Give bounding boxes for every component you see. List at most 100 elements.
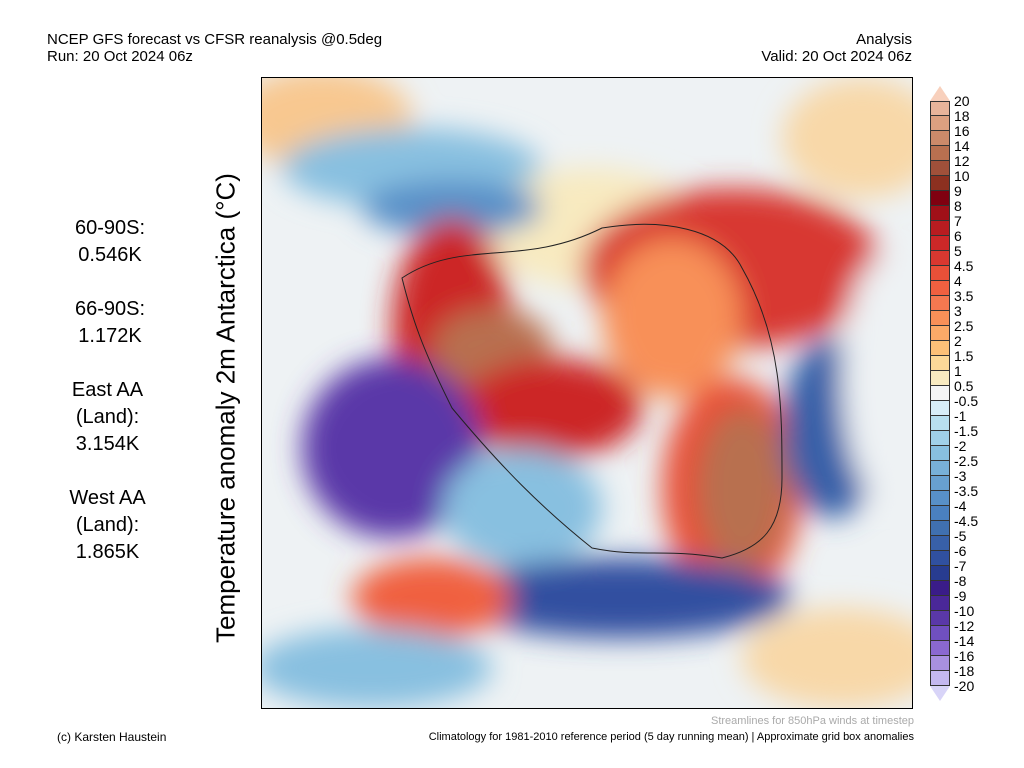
colorbar-segment xyxy=(930,551,950,566)
stat-60-90s: 60-90S: 0.546K xyxy=(60,215,160,269)
colorbar-segment xyxy=(930,641,950,656)
temperature-anomaly-map xyxy=(261,77,913,709)
colorbar-tick-label: 2.5 xyxy=(954,318,974,334)
colorbar-tick-label: 18 xyxy=(954,108,970,124)
colorbar-tick-label: -7 xyxy=(954,558,967,574)
colorbar-tick-label: 7 xyxy=(954,213,962,229)
colorbar-tick-label: 10 xyxy=(954,168,970,184)
colorbar-segment xyxy=(930,416,950,431)
colorbar-arrow-top xyxy=(930,86,950,101)
colorbar-tick-label: -14 xyxy=(954,633,975,649)
colorbar-tick-label: -3.5 xyxy=(954,483,979,499)
colorbar-tick-label: -1.5 xyxy=(954,423,979,439)
colorbar-tick-label: -16 xyxy=(954,648,975,664)
colorbar-tick-label: -2.5 xyxy=(954,453,979,469)
y-axis-label: Temperature anomaly 2m Antarctica (°C) xyxy=(210,173,241,643)
colorbar-segment xyxy=(930,281,950,296)
colorbar-tick-label: -6 xyxy=(954,543,967,559)
colorbar-segment xyxy=(930,116,950,131)
colorbar-tick-label: 2 xyxy=(954,333,962,349)
colorbar-segment xyxy=(930,566,950,581)
colorbar-tick-label: -4 xyxy=(954,498,967,514)
colorbar-segment xyxy=(930,506,950,521)
streamlines-note: Streamlines for 850hPa winds at timestep xyxy=(711,715,914,727)
colorbar-segment xyxy=(930,386,950,401)
colorbar-arrow-bottom xyxy=(930,686,950,701)
colorbar-tick-label: -10 xyxy=(954,603,975,619)
colorbar-segment xyxy=(930,221,950,236)
colorbar-tick-label: -9 xyxy=(954,588,967,604)
climatology-note: Climatology for 1981-2010 reference peri… xyxy=(428,731,914,743)
stat-label: East AA (Land): xyxy=(71,379,144,428)
credit: (c) Karsten Haustein xyxy=(57,730,167,744)
colorbar-segment xyxy=(930,101,950,116)
colorbar-segment xyxy=(930,341,950,356)
colorbar-segment xyxy=(930,176,950,191)
colorbar-segment xyxy=(930,311,950,326)
stat-value: 1.172K xyxy=(78,325,142,347)
colorbar-segment xyxy=(930,356,950,371)
colorbar-segment xyxy=(930,461,950,476)
colorbar-tick-label: 4.5 xyxy=(954,258,974,274)
colorbar-segment xyxy=(930,161,950,176)
valid-time: Valid: 20 Oct 2024 06z xyxy=(761,48,912,65)
colorbar-segment xyxy=(930,296,950,311)
colorbar-tick-label: -8 xyxy=(954,573,967,589)
colorbar-tick-label: 5 xyxy=(954,243,962,259)
stat-west-aa: West AA (Land): 1.865K xyxy=(60,485,155,566)
stat-value: 1.865K xyxy=(75,541,140,563)
colorbar-tick-label: 14 xyxy=(954,138,970,154)
colorbar-tick-label: -2 xyxy=(954,438,967,454)
colorbar-segment xyxy=(930,536,950,551)
colorbar-tick-label: 12 xyxy=(954,153,970,169)
colorbar-segment xyxy=(930,206,950,221)
stat-label: 66-90S: xyxy=(74,298,146,320)
stat-label: West AA (Land): xyxy=(69,487,146,536)
colorbar-segment xyxy=(930,446,950,461)
stat-label: 60-90S: xyxy=(74,217,146,239)
colorbar-segment xyxy=(930,431,950,446)
chart-title: NCEP GFS forecast vs CFSR reanalysis @0.… xyxy=(47,31,383,48)
colorbar-segment xyxy=(930,146,950,161)
colorbar-segment xyxy=(930,596,950,611)
colorbar-tick-label: -5 xyxy=(954,528,967,544)
colorbar-segment xyxy=(930,581,950,596)
analysis-label: Analysis xyxy=(856,31,912,48)
colorbar-segment xyxy=(930,131,950,146)
colorbar-segment xyxy=(930,521,950,536)
colorbar-segment xyxy=(930,611,950,626)
colorbar-segment xyxy=(930,491,950,506)
colorbar-segment xyxy=(930,251,950,266)
colorbar-segment xyxy=(930,656,950,671)
colorbar-segment xyxy=(930,266,950,281)
colorbar-tick-label: 1.5 xyxy=(954,348,974,364)
colorbar-tick-label: -3 xyxy=(954,468,967,484)
colorbar-tick-label: -4.5 xyxy=(954,513,979,529)
stat-east-aa: East AA (Land): 3.154K xyxy=(60,377,155,458)
colorbar-tick-label: -20 xyxy=(954,678,975,694)
colorbar-segment xyxy=(930,671,950,686)
colorbar-tick-label: 4 xyxy=(954,273,962,289)
colorbar-tick-label: 16 xyxy=(954,123,970,139)
colorbar-tick-label: 1 xyxy=(954,363,962,379)
colorbar-tick-label: 9 xyxy=(954,183,962,199)
stat-value: 0.546K xyxy=(78,244,142,266)
colorbar-segment xyxy=(930,371,950,386)
colorbar-tick-label: 20 xyxy=(954,93,970,109)
colorbar-segment xyxy=(930,626,950,641)
colorbar-tick-label: 8 xyxy=(954,198,962,214)
colorbar-segment xyxy=(930,401,950,416)
colorbar-tick-label: -12 xyxy=(954,618,975,634)
colorbar-tick-label: 0.5 xyxy=(954,378,974,394)
colorbar-tick-label: 3.5 xyxy=(954,288,974,304)
stat-66-90s: 66-90S: 1.172K xyxy=(60,296,160,350)
colorbar-segment xyxy=(930,476,950,491)
colorbar-tick-label: -1 xyxy=(954,408,967,424)
colorbar-tick-label: -0.5 xyxy=(954,393,979,409)
colorbar-segment xyxy=(930,191,950,206)
stat-value: 3.154K xyxy=(75,433,140,455)
colorbar-tick-label: 6 xyxy=(954,228,962,244)
colorbar-tick-label: -18 xyxy=(954,663,975,679)
colorbar-segment xyxy=(930,326,950,341)
colorbar-tick-label: 3 xyxy=(954,303,962,319)
